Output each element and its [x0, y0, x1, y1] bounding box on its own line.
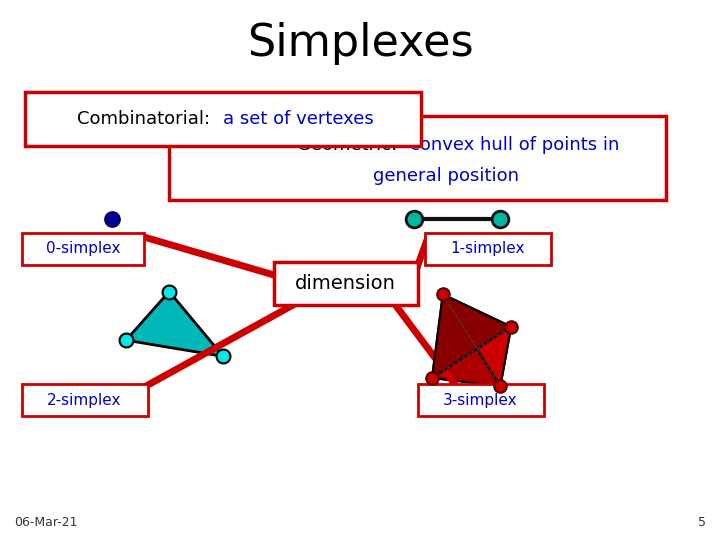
FancyBboxPatch shape — [22, 384, 148, 416]
Text: Simplexes: Simplexes — [247, 22, 473, 65]
FancyBboxPatch shape — [425, 233, 551, 265]
Text: dimension: dimension — [295, 274, 396, 293]
Text: 2-simplex: 2-simplex — [48, 393, 122, 408]
Polygon shape — [126, 292, 223, 356]
FancyBboxPatch shape — [274, 262, 418, 305]
Text: 5: 5 — [698, 516, 706, 529]
FancyBboxPatch shape — [169, 116, 666, 200]
FancyBboxPatch shape — [418, 384, 544, 416]
FancyBboxPatch shape — [22, 233, 144, 265]
Text: convex hull of points in: convex hull of points in — [410, 136, 620, 154]
Text: Geometric:: Geometric: — [297, 136, 403, 154]
FancyBboxPatch shape — [25, 92, 421, 146]
Polygon shape — [432, 327, 511, 386]
Text: 06-Mar-21: 06-Mar-21 — [14, 516, 78, 529]
Text: a set of vertexes: a set of vertexes — [223, 110, 374, 128]
Polygon shape — [432, 294, 511, 378]
Polygon shape — [443, 294, 511, 386]
Text: general position: general position — [374, 167, 519, 185]
Text: 1-simplex: 1-simplex — [451, 241, 525, 256]
Text: 0-simplex: 0-simplex — [45, 241, 120, 256]
Text: 3-simplex: 3-simplex — [444, 393, 518, 408]
Polygon shape — [432, 294, 500, 386]
Text: Combinatorial:: Combinatorial: — [77, 110, 216, 128]
